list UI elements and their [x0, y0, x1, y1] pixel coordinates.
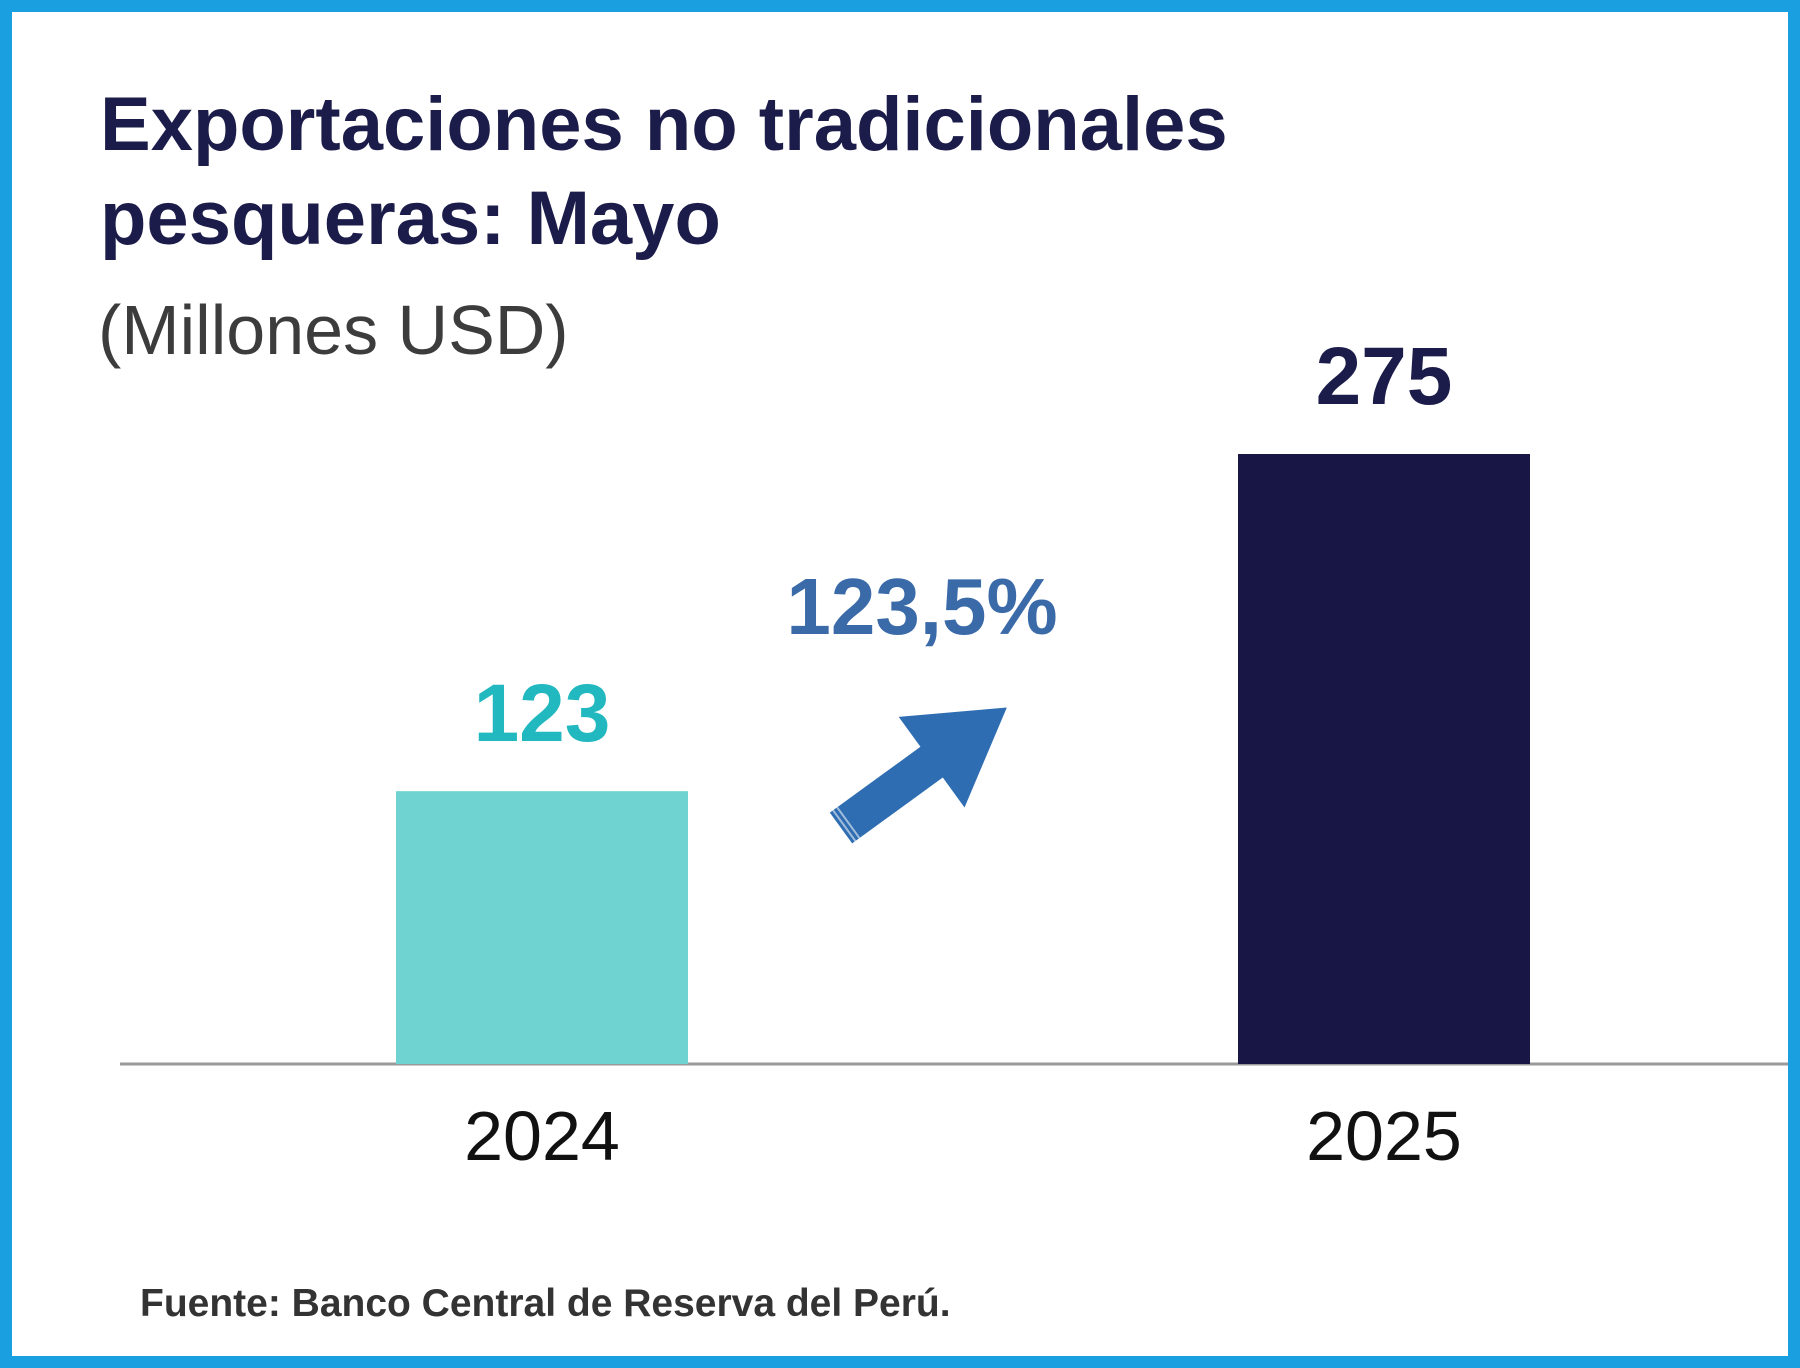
value-label-2024: 123 — [474, 668, 611, 759]
chart-title-line-1: Exportaciones no tradicionales — [100, 82, 1228, 167]
chart-subtitle: (Millones USD) — [98, 291, 569, 369]
value-label-2025: 275 — [1316, 331, 1453, 422]
chart-title: Exportaciones no tradicionales pesqueras… — [100, 78, 1228, 266]
x-tick-label-2024: 2024 — [464, 1097, 620, 1175]
chart-title-line-2: pesqueras: Mayo — [100, 176, 721, 261]
bar-2024 — [396, 791, 688, 1064]
arrow-up-right-icon — [829, 707, 1007, 844]
growth-percentage-label: 123,5% — [786, 562, 1057, 651]
bar-chart: 123 2024 275 2025 123,5% — [120, 331, 1788, 1175]
chart-marks: 123 2024 275 2025 — [396, 331, 1530, 1175]
growth-annotation: 123,5% — [786, 562, 1058, 844]
bar-2025 — [1238, 454, 1530, 1064]
source-note: Fuente: Banco Central de Reserva del Per… — [140, 1282, 951, 1325]
x-tick-label-2025: 2025 — [1306, 1097, 1462, 1175]
